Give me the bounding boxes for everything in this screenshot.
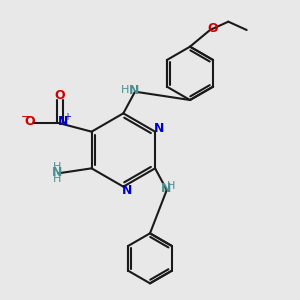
Text: N: N <box>122 184 132 196</box>
Text: H: H <box>167 181 175 191</box>
Text: H: H <box>121 85 130 95</box>
Text: O: O <box>55 89 65 102</box>
Text: H: H <box>52 162 61 172</box>
Text: N: N <box>51 166 62 179</box>
Text: N: N <box>154 122 165 136</box>
Text: N: N <box>128 84 139 97</box>
Text: −: − <box>21 112 30 122</box>
Text: O: O <box>25 115 35 128</box>
Text: N: N <box>161 182 171 196</box>
Text: +: + <box>63 112 70 122</box>
Text: N: N <box>57 116 68 128</box>
Text: H: H <box>52 174 61 184</box>
Text: O: O <box>207 22 218 35</box>
